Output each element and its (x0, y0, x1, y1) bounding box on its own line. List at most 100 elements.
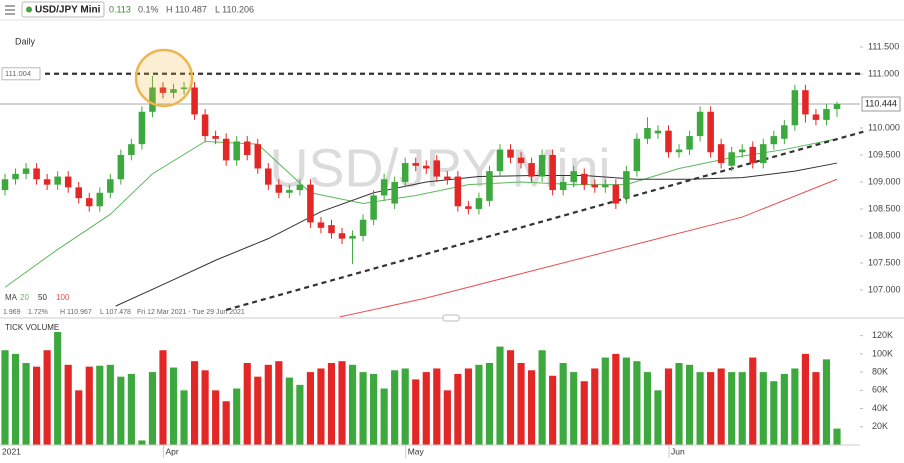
info-dates: Fri 12 Mar 2021 - Tue 29 Jun 2021 (137, 309, 245, 316)
volume-bar (359, 372, 367, 445)
y-tick-label: 120K (872, 330, 893, 340)
volume-bar (180, 390, 188, 445)
volume-bar (75, 390, 83, 445)
volume-bar (43, 350, 51, 445)
candle-body (728, 152, 735, 166)
volume-bar (117, 376, 125, 445)
info-high: H 110.967 (60, 309, 92, 316)
volume-bar (464, 368, 472, 445)
volume-bar (33, 366, 41, 445)
candle-body (296, 184, 304, 191)
volume-bar (549, 375, 557, 445)
ma-label: MA (5, 293, 18, 302)
candle-body (612, 184, 620, 204)
candle-body (654, 130, 662, 134)
candle-body (159, 87, 167, 93)
y-tick-label: 60K (872, 385, 888, 395)
volume-bar (496, 346, 504, 445)
candle-body (507, 149, 514, 158)
volume-bar (222, 401, 230, 445)
candle-body (423, 165, 430, 169)
volume-bar (696, 372, 704, 445)
volume-bar (348, 364, 357, 445)
moving-average-line (115, 162, 838, 307)
candle-body (128, 144, 135, 155)
y-tick-label: 80K (872, 366, 888, 376)
volume-bar (538, 350, 546, 445)
candle-body (191, 87, 198, 115)
candle-body (570, 171, 577, 182)
volume-bar (780, 373, 788, 445)
x-tick-label: 2021 (2, 446, 21, 456)
volume-bar (443, 390, 451, 445)
candle-body (444, 176, 451, 180)
session-high: H 110.487 (166, 4, 207, 14)
ma-legend-entry: 100 (56, 293, 70, 302)
candle-body (12, 173, 19, 180)
volume-bar (601, 357, 609, 445)
resize-handle[interactable] (442, 314, 460, 322)
volume-bar (633, 361, 641, 445)
candle-body (559, 181, 567, 191)
volume-bar (685, 364, 694, 445)
candle-body (317, 222, 325, 228)
resistance-label: 111.004 (5, 69, 31, 78)
candle-body (749, 146, 757, 164)
volume-bar (559, 363, 567, 445)
volume-bar (759, 372, 767, 445)
volume-bar (243, 363, 251, 445)
instrument-name: USD/JPY Mini (35, 5, 101, 16)
candle-body (454, 176, 462, 207)
candle-body (328, 225, 335, 234)
volume-bar (391, 370, 399, 445)
info-low: L 107.478 (100, 309, 131, 316)
y-tick-label: 111.000 (868, 68, 899, 78)
candle-body (433, 160, 441, 177)
volume-bar (401, 368, 409, 445)
candle-body (665, 130, 672, 153)
volume-bar (801, 353, 809, 445)
candle-body (117, 154, 125, 180)
price-panel: 107.000 107.500 108.000 108.500 109.000 109.5… (0, 41, 901, 458)
change: 0.113 (109, 4, 131, 14)
volume-bar (422, 372, 430, 445)
candle-body (22, 168, 30, 174)
ma-legend-entry: 20 (20, 293, 29, 302)
candle-body (380, 179, 388, 196)
candle-body (475, 198, 483, 209)
y-tick-label: 108.500 (868, 203, 901, 213)
volume-bar (749, 357, 757, 445)
candle-body (201, 114, 209, 137)
candle-body (833, 104, 841, 110)
ma-legend-entry: 50 (38, 293, 47, 302)
volume-bar (517, 363, 525, 445)
candle-body (107, 179, 114, 193)
volume-bar (654, 390, 662, 445)
volume-bar (22, 363, 30, 445)
volume-bar (728, 372, 736, 445)
y-tick-label: 111.500 (868, 41, 899, 51)
highlight-circle (134, 48, 194, 108)
volume-bar (317, 368, 325, 445)
volume-bar (612, 353, 620, 445)
candle-body (243, 141, 251, 155)
volume-bar (664, 368, 673, 445)
candle-body (623, 171, 630, 199)
volume-bar (812, 372, 820, 445)
candle-body (717, 144, 725, 164)
volume-bar (791, 368, 799, 445)
volume-bar (738, 372, 746, 445)
volume-bar (591, 368, 599, 445)
candle-body (54, 176, 61, 185)
menu-icon[interactable] (5, 5, 15, 15)
candle-body (222, 138, 230, 161)
volume-bar (707, 372, 715, 445)
candle-body (338, 233, 346, 239)
candle-body (33, 168, 40, 180)
instrument-selector[interactable] (21, 1, 105, 18)
candle-body (286, 190, 293, 193)
timeframe: Daily (15, 36, 36, 46)
candle-body (580, 173, 588, 185)
volume-bar (1, 350, 9, 445)
